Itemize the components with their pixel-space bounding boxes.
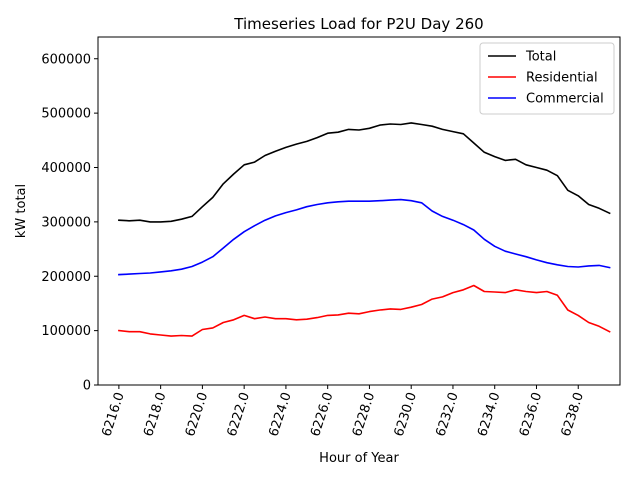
chart-title: Timeseries Load for P2U Day 260 xyxy=(233,15,483,33)
legend-label-commercial: Commercial xyxy=(526,92,604,107)
y-tick-label: 300000 xyxy=(41,215,91,230)
series-line-residential xyxy=(118,284,611,337)
y-tick-label: 100000 xyxy=(41,324,91,339)
legend-label-residential: Residential xyxy=(526,71,598,86)
y-tick-label: 600000 xyxy=(41,52,91,67)
y-tick-label: 500000 xyxy=(41,107,91,122)
legend: Total Residential Commercial xyxy=(479,42,615,115)
legend-box xyxy=(479,42,615,115)
y-tick-label: 400000 xyxy=(41,161,91,176)
series-line-commercial xyxy=(118,198,611,276)
plot-area xyxy=(97,36,621,386)
legend-label-total: Total xyxy=(525,50,556,65)
series-line-total xyxy=(118,122,611,223)
series-lines xyxy=(118,122,611,337)
y-tick-label: 0 xyxy=(83,379,91,394)
y-tick-label: 200000 xyxy=(41,270,91,285)
x-axis-label: Hour of Year xyxy=(319,451,399,466)
y-axis: 0 100000 200000 300000 400000 500000 600000 xyxy=(41,52,98,394)
y-axis-label: kW total xyxy=(14,184,29,238)
